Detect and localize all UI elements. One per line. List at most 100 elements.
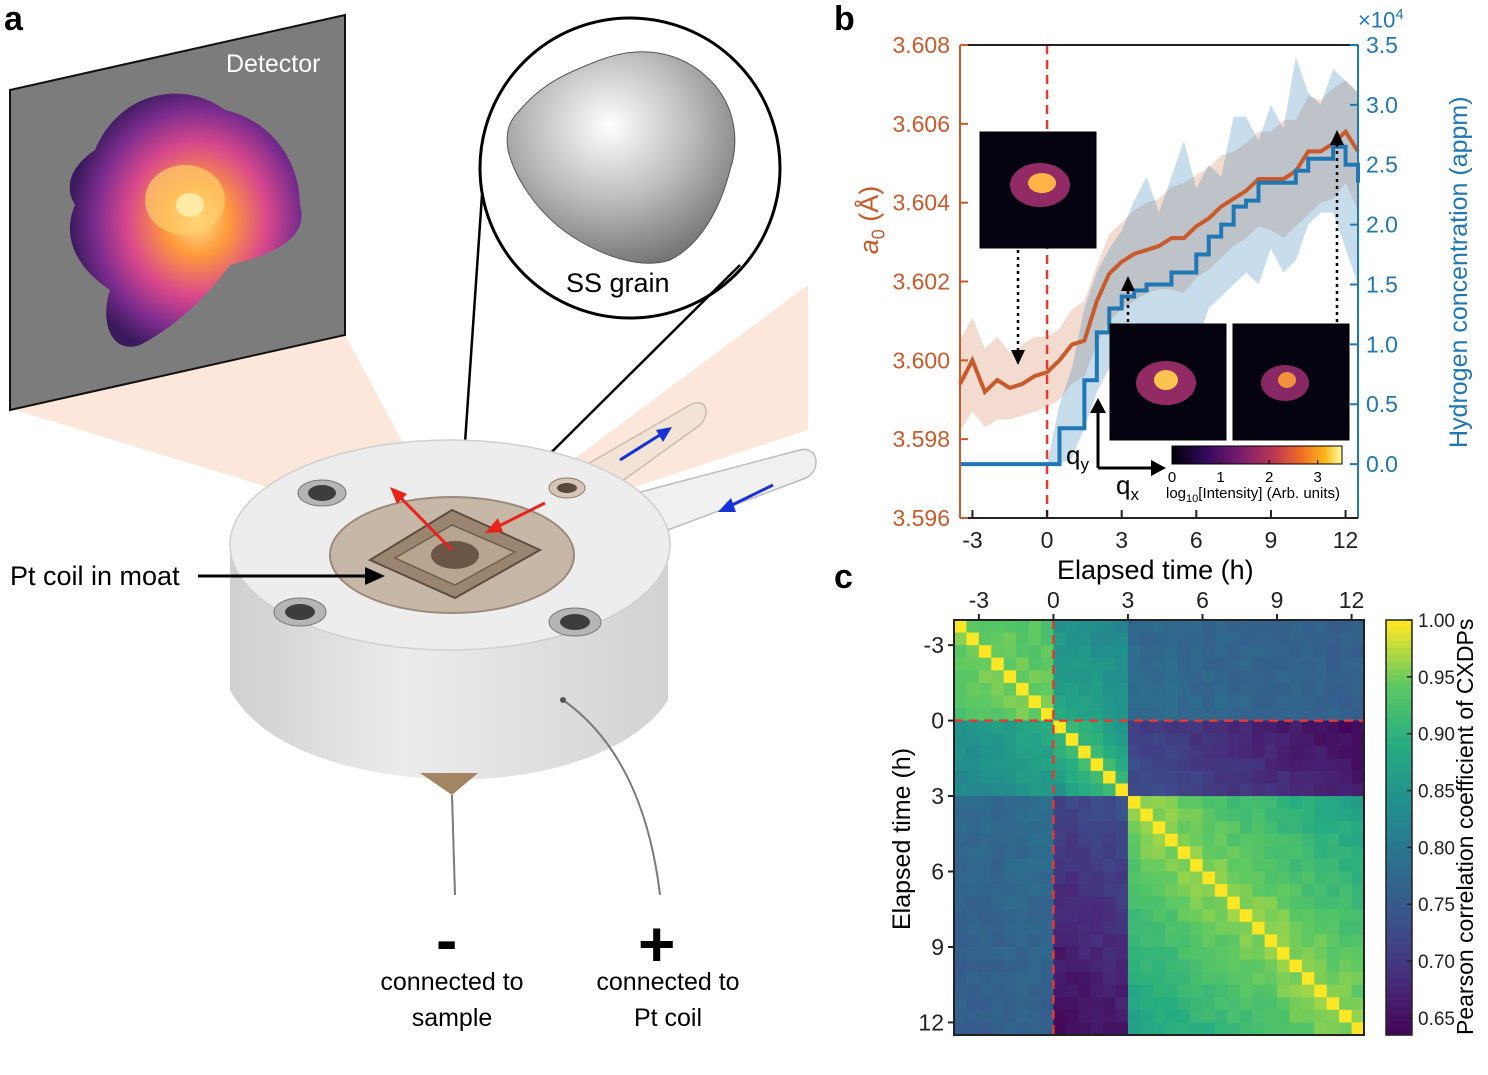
heatmap-cell (1053, 858, 1067, 873)
heatmap-cell (966, 1009, 980, 1024)
heatmap-cell (1140, 745, 1154, 759)
heatmap-cell (1103, 783, 1117, 797)
heatmap-cell (966, 871, 980, 885)
heatmap-cell (1314, 858, 1328, 873)
heatmap-cell (1090, 909, 1104, 923)
heatmap-cell (1214, 708, 1228, 722)
heatmap-cell (1152, 921, 1166, 935)
heatmap-cell (966, 984, 980, 998)
heatmap-cell (1301, 758, 1315, 772)
colorbar-segment (1386, 827, 1412, 836)
heatmap-cell (1264, 720, 1278, 734)
heatmap-cell (1190, 695, 1204, 709)
heatmap-cell (1028, 632, 1042, 646)
c-x-tick-label: 9 (1271, 587, 1284, 613)
heatmap-cell (1289, 921, 1303, 935)
heatmap-cell (1314, 934, 1328, 948)
heatmap-cell (966, 833, 980, 847)
heatmap-cell (1314, 959, 1328, 973)
colorbar-tick-label: 0.75 (1418, 895, 1455, 916)
heatmap-cell (1301, 858, 1315, 873)
heatmap-cell (1202, 997, 1216, 1011)
heatmap-cell (1090, 620, 1104, 634)
heatmap-cell (1190, 896, 1204, 910)
heatmap-cell (1016, 720, 1030, 734)
colorbar-segment (1386, 751, 1412, 759)
heatmap-cell (1314, 770, 1328, 785)
heatmap-cell (978, 796, 992, 810)
heatmap-cell (1115, 783, 1129, 797)
heatmap-cell (1127, 808, 1141, 822)
heatmap-cell (1053, 733, 1067, 747)
x-tick-label: 6 (1190, 527, 1203, 553)
heatmap-cell (1264, 620, 1278, 634)
heatmap-cell (1140, 896, 1154, 910)
heatmap-cell (991, 1022, 1005, 1036)
heatmap-cell (1053, 620, 1067, 634)
heatmap-cell (1351, 984, 1365, 998)
heatmap-cell (1053, 884, 1067, 898)
heatmap-cell (1016, 770, 1030, 785)
heatmap-cell (1252, 682, 1266, 697)
heatmap-cell (1314, 670, 1328, 684)
heatmap-cell (1078, 984, 1092, 998)
heatmap-cell (954, 620, 968, 634)
heatmap-cell (1053, 896, 1067, 910)
heatmap-cell (1252, 959, 1266, 973)
heatmap-cell (1289, 695, 1303, 709)
heatmap-cell (1140, 720, 1154, 734)
heatmap-cell (1227, 896, 1241, 910)
heatmap-cell (1053, 846, 1067, 860)
heatmap-cell (954, 884, 968, 898)
heatmap-cell (954, 984, 968, 998)
heatmap-cell (1165, 620, 1179, 634)
heatmap-cell (1277, 632, 1291, 646)
heatmap-cell (1078, 934, 1092, 948)
heatmap-cell (1090, 871, 1104, 885)
heatmap-cell (1065, 934, 1079, 948)
heatmap-cell (1289, 657, 1303, 671)
heatmap-cell (1351, 733, 1365, 747)
heatmap-cell (1003, 884, 1017, 898)
heatmap-cell (1090, 896, 1104, 910)
colorbar-frame (1385, 619, 1413, 1036)
heatmap-cell (1152, 758, 1166, 772)
coil-label: Pt coil in moat (10, 561, 180, 591)
heatmap-cell (1127, 833, 1141, 847)
heatmap-cell (1090, 821, 1104, 835)
heatmap-cell (1289, 682, 1303, 697)
heatmap-cell (1065, 871, 1079, 885)
heatmap-cell (1264, 871, 1278, 885)
heatmap-cell (1227, 682, 1241, 697)
heatmap-cell (1016, 833, 1030, 847)
heatmap-cell (1152, 858, 1166, 873)
heatmap-cell (1190, 733, 1204, 747)
heatmap-cell (1339, 632, 1353, 646)
colorbar-segment (1386, 647, 1412, 656)
heatmap-cell (1165, 720, 1179, 734)
heatmap-cell (1227, 733, 1241, 747)
heatmap-cell (1314, 620, 1328, 634)
c-colorbar-label-text: Pearson correlation coefficient of CXDPs (1452, 618, 1478, 1035)
heatmap-cell (1140, 796, 1154, 810)
colorbar-tick-label: 0.65 (1418, 1009, 1455, 1030)
coil-wire (562, 699, 661, 896)
heatmap-cell (1277, 670, 1291, 684)
heatmap-cell (1202, 884, 1216, 898)
heatmap-cell (1127, 645, 1141, 659)
heatmap-cell (1078, 796, 1092, 810)
heatmap-cell (954, 770, 968, 785)
heatmap-cell (1289, 871, 1303, 885)
heatmap-cell (966, 645, 980, 659)
heatmap-cell (1003, 934, 1017, 948)
heatmap-cell (1264, 645, 1278, 659)
heatmap-cell (1239, 896, 1253, 910)
heatmap-cell (1127, 796, 1141, 810)
heatmap-cell (1152, 695, 1166, 709)
heatmap-cell (991, 909, 1005, 923)
heatmap-cell (1065, 896, 1079, 910)
heatmap-cell (1314, 884, 1328, 898)
heatmap-cell (1065, 858, 1079, 873)
heatmap-cell (1165, 733, 1179, 747)
series-band-1 (960, 57, 1358, 465)
